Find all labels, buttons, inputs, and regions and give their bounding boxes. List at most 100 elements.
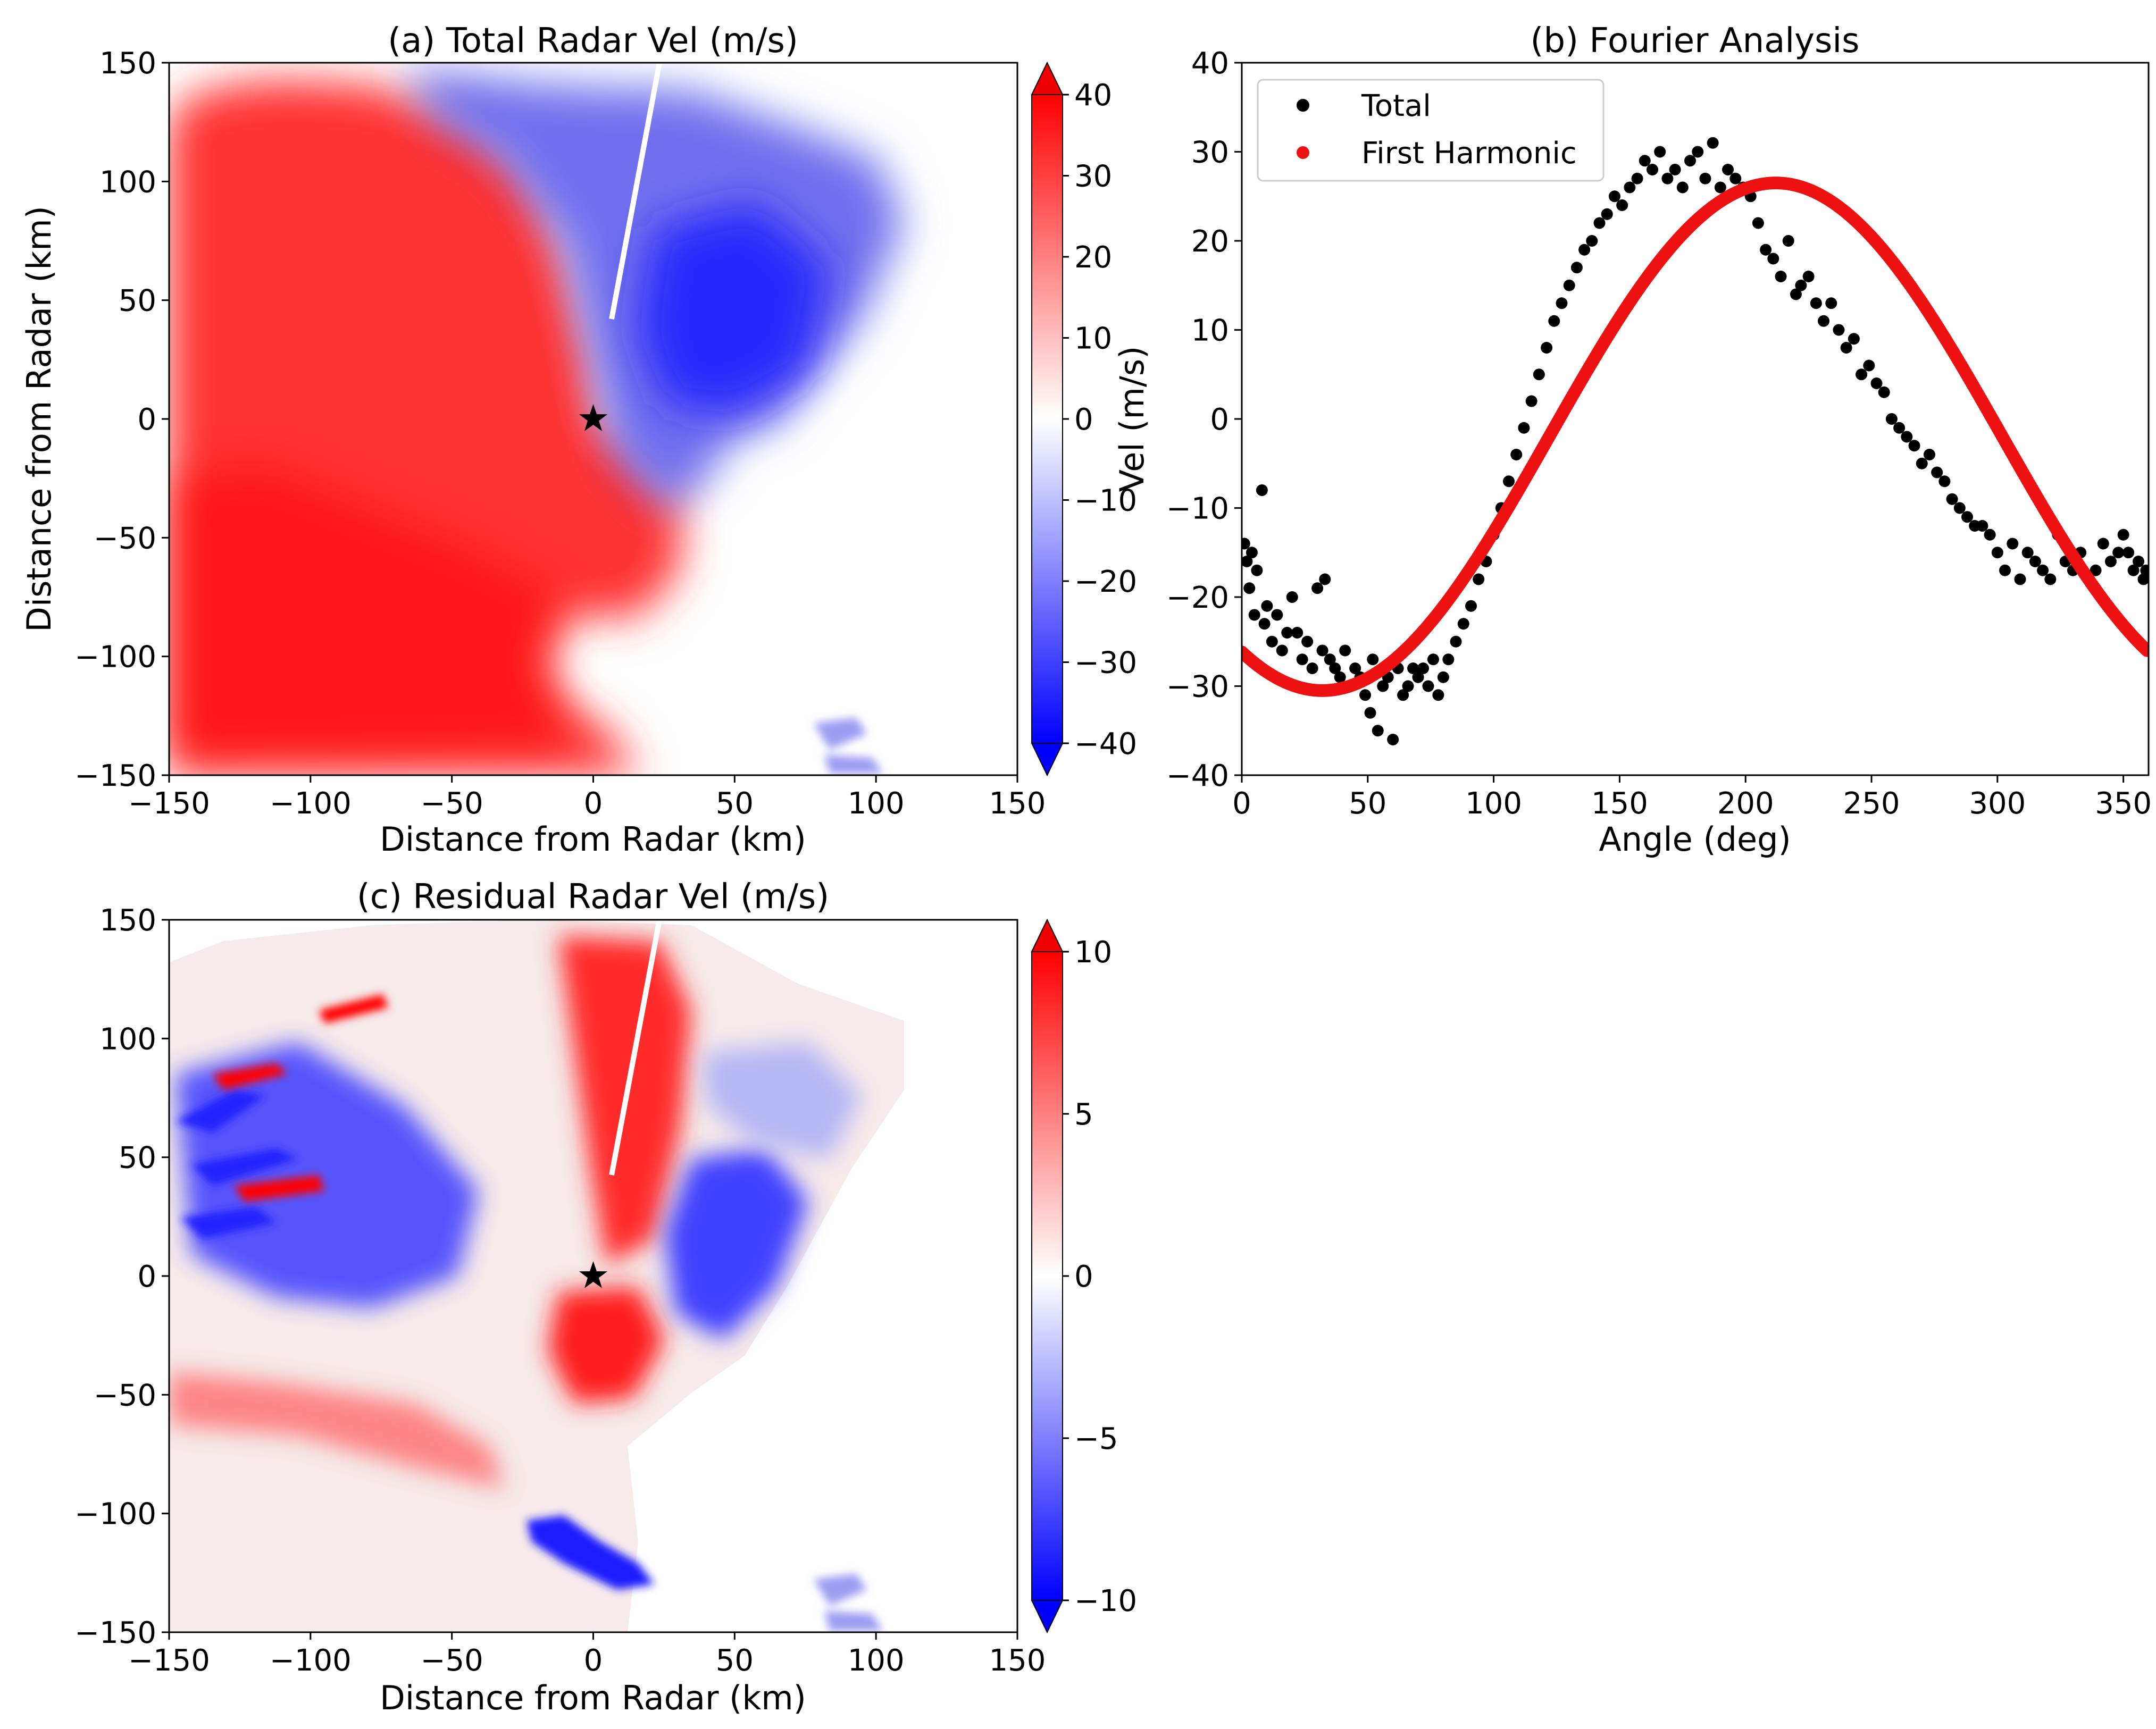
panel-b-total-point bbox=[1885, 413, 1898, 425]
panel-b-total-point bbox=[1306, 662, 1318, 674]
panel-b-total-point bbox=[1242, 556, 1253, 567]
panel-c-xtick-label: 150 bbox=[989, 1643, 1046, 1678]
panel-b-total-point bbox=[1281, 627, 1293, 639]
panel-b-ytick-label: −10 bbox=[1166, 492, 1229, 526]
panel-c-blue-east-light bbox=[702, 1042, 862, 1159]
panel-a-xlabel: Distance from Radar (km) bbox=[380, 820, 806, 859]
panel-a-colorbar-tick-label: 10 bbox=[1074, 322, 1112, 356]
panel-a-colorbar: −40 −30 −20 −10 0 10 20 30 40 Vel (m/s) bbox=[1031, 61, 1151, 777]
panel-b-total-point bbox=[1631, 172, 1643, 184]
panel-c-colorbar-bottom-extension bbox=[1031, 1600, 1064, 1634]
panel-a-colorbar-tick-label: −40 bbox=[1074, 727, 1137, 761]
panel-a-ytick-label: −50 bbox=[94, 521, 156, 556]
panel-a-colorbar-tick-label: −30 bbox=[1074, 646, 1137, 681]
panel-b-total-point bbox=[1541, 342, 1553, 354]
panel-b-total-point bbox=[1752, 217, 1764, 229]
panel-c-colorbar-tick-label: 10 bbox=[1074, 935, 1112, 970]
panel-b-plot-area bbox=[1242, 137, 2149, 745]
panel-c-colorbar-top-extension bbox=[1031, 918, 1064, 952]
panel-b-xtick-label: 250 bbox=[1843, 786, 1900, 821]
panel-b-total-point bbox=[1442, 653, 1455, 666]
panel-b-total-point bbox=[2029, 556, 2041, 567]
panel-b-total-point bbox=[1291, 627, 1303, 639]
panel-b-total-point bbox=[1760, 244, 1772, 256]
panel-b-total-point bbox=[2133, 556, 2145, 567]
panel-b-total-point bbox=[1669, 164, 1681, 175]
panel-b-total-point bbox=[1261, 600, 1273, 612]
panel-c-xlabel: Distance from Radar (km) bbox=[380, 1678, 806, 1717]
panel-c-xtick-label: 50 bbox=[716, 1643, 754, 1678]
panel-b-harmonic-point bbox=[2141, 644, 2149, 657]
panel-c-xtick-label: 0 bbox=[584, 1643, 603, 1678]
panel-a-xtick-label: −50 bbox=[421, 786, 483, 821]
panel-b-total-point bbox=[1367, 653, 1379, 666]
panel-b-total-point bbox=[1984, 528, 1996, 541]
panel-b-total-point bbox=[1593, 217, 1606, 229]
panel-c-colorbar-tick-label: −10 bbox=[1074, 1584, 1137, 1618]
panel-a-colorbar-tick-label: −10 bbox=[1074, 484, 1137, 518]
panel-c-field bbox=[169, 920, 904, 1632]
panel-b-total-point bbox=[1870, 377, 1883, 389]
panel-b-total-point bbox=[1729, 172, 1742, 184]
panel-a-xtick-label: −150 bbox=[128, 786, 210, 821]
panel-b-total-point bbox=[1457, 618, 1469, 630]
panel-b-total-point bbox=[1548, 315, 1560, 327]
panel-b-xtick-label: 100 bbox=[1465, 786, 1522, 821]
panel-b-xlabel: Angle (deg) bbox=[1599, 820, 1791, 859]
panel-b-total-point bbox=[2112, 547, 2125, 559]
panel-b-total-point bbox=[1601, 208, 1613, 220]
panel-b-ytick-label: 30 bbox=[1191, 136, 1229, 170]
panel-c-blue-south-arc bbox=[527, 1515, 654, 1590]
panel-a-colorbar-tick-label: 40 bbox=[1074, 78, 1112, 113]
panel-b-total-point bbox=[1916, 457, 1928, 469]
panel-a-colorbar-tick-label: 20 bbox=[1074, 240, 1112, 275]
panel-c-blue-patch bbox=[814, 1574, 883, 1631]
panel-b-total-point bbox=[1359, 689, 1372, 701]
panel-b-total-point bbox=[1661, 172, 1674, 184]
panel-b-total-point bbox=[1339, 644, 1351, 657]
panel-b-total-point bbox=[1533, 368, 1545, 381]
panel-b-ytick-label: −20 bbox=[1166, 581, 1229, 615]
panel-b-total-point bbox=[1790, 288, 1802, 300]
panel-a-xticks: −150 −100 −50 0 50 100 150 bbox=[128, 775, 1046, 821]
panel-b-total-point bbox=[1286, 591, 1298, 603]
panel-c-ytick-label: −150 bbox=[74, 1616, 156, 1650]
panel-a-colorbar-bottom-extension bbox=[1031, 743, 1064, 777]
panel-b-ytick-label: 20 bbox=[1191, 224, 1229, 259]
panel-c-colorbar-tick-label: −5 bbox=[1074, 1422, 1118, 1456]
panel-b-total-point bbox=[1372, 725, 1384, 737]
panel-b-total-point bbox=[1432, 689, 1444, 701]
panel-b-legend-box bbox=[1257, 79, 1605, 182]
panel-b-total-point bbox=[1999, 564, 2011, 576]
panel-b-total-point bbox=[2037, 564, 2049, 576]
panel-b-total-point bbox=[1654, 146, 1666, 158]
panel-c-xtick-label: −100 bbox=[270, 1643, 352, 1678]
panel-a-xtick-label: −100 bbox=[270, 786, 352, 821]
panel-b-total-point bbox=[1301, 635, 1314, 648]
panel-b-total-point bbox=[2021, 547, 2034, 559]
panel-c: −150 −100 −50 0 50 100 150 −150−100−5005010015… bbox=[74, 877, 1137, 1717]
panel-c-colorbar-tick-label: 5 bbox=[1074, 1097, 1093, 1132]
panel-c-xticks: −150 −100 −50 0 50 100 150 bbox=[128, 1632, 1046, 1678]
panel-c-red-band-south bbox=[169, 1372, 505, 1489]
panel-b-total-point bbox=[1556, 297, 1568, 309]
panel-b-total-point bbox=[1923, 449, 1935, 460]
panel-a-colorbar-tick-label: 0 bbox=[1074, 402, 1093, 437]
panel-a-ytick-label: 100 bbox=[99, 165, 156, 199]
panel-b-total-point bbox=[2007, 538, 2019, 550]
panel-c-ytick-label: −50 bbox=[94, 1378, 156, 1413]
panel-a-colorbar-tick-label: −20 bbox=[1074, 565, 1137, 599]
panel-b-total-point bbox=[1953, 502, 1966, 514]
panel-b-total-point bbox=[1795, 279, 1807, 291]
panel-b-total-point bbox=[1578, 244, 1591, 256]
panel-b-total-point bbox=[1334, 671, 1346, 683]
panel-a-ytick-label: 50 bbox=[119, 284, 156, 318]
panel-a-radar-star bbox=[579, 404, 608, 431]
panel-b-legend-marker-total bbox=[1297, 99, 1309, 112]
panel-b-total-point bbox=[1639, 155, 1651, 167]
panel-c-ytick-label: 50 bbox=[119, 1141, 156, 1176]
panel-a-colorbar-ticks: −40 −30 −20 −10 0 10 20 30 40 bbox=[1063, 78, 1137, 761]
panel-b-total-point bbox=[1825, 297, 1837, 309]
panel-b-total-point bbox=[1510, 449, 1523, 460]
panel-a: −150 −100 −50 0 50 100 150 −150−100−5005010015… bbox=[20, 21, 1151, 859]
